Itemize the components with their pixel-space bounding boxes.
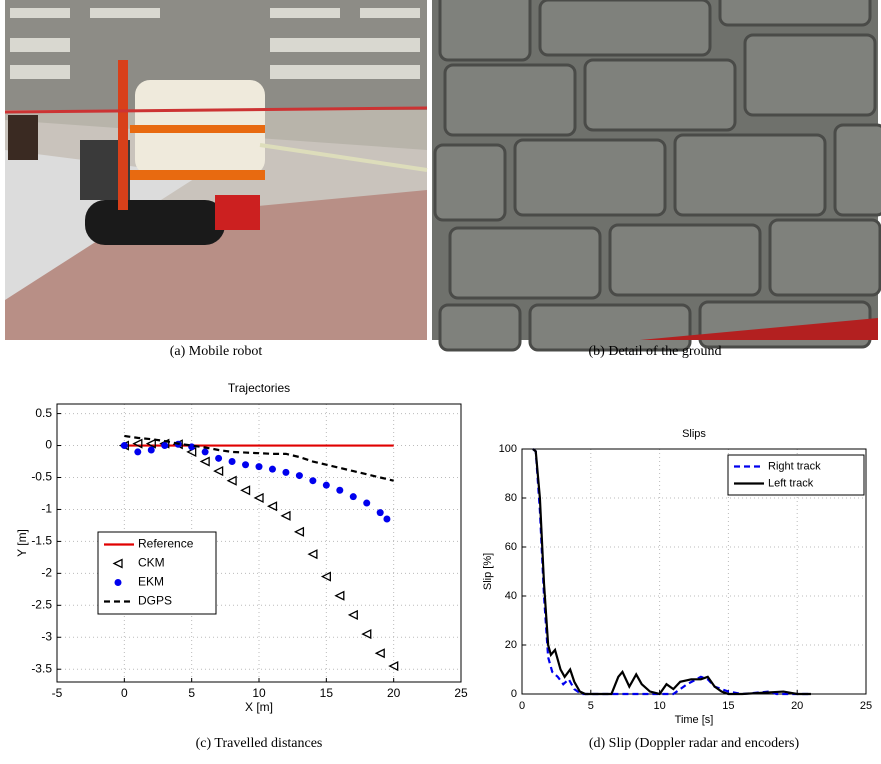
data-point	[242, 461, 249, 468]
y-tick-label: -0.5	[31, 470, 52, 484]
legend-symbol	[115, 579, 122, 586]
data-point	[229, 458, 236, 465]
x-tick-label: -5	[52, 686, 63, 700]
legend-label: Reference	[138, 537, 194, 551]
y-tick-label: 20	[505, 639, 517, 651]
caption: (d) Slip (Doppler radar and encoders)	[589, 736, 800, 751]
data-point	[282, 469, 289, 476]
y-tick-label: 100	[499, 443, 517, 455]
data-point	[323, 482, 330, 489]
y-tick-label: -1	[41, 502, 52, 516]
legend-label: Right track	[768, 460, 821, 472]
data-point	[269, 466, 276, 473]
chart-title: Trajectories	[228, 381, 290, 395]
data-point	[148, 447, 155, 454]
data-point	[309, 477, 316, 484]
x-tick-label: 10	[252, 686, 266, 700]
x-axis-label: X [m]	[245, 700, 273, 714]
x-tick-label: 20	[791, 700, 803, 712]
y-tick-label: 0.5	[35, 406, 52, 420]
caption: (c) Travelled distances	[196, 736, 323, 751]
x-tick-label: 25	[454, 686, 468, 700]
x-tick-label: 15	[320, 686, 334, 700]
data-point	[121, 442, 128, 449]
y-tick-label: -1.5	[31, 534, 52, 548]
data-point	[377, 509, 384, 516]
data-point	[134, 448, 141, 455]
x-tick-label: 15	[722, 700, 734, 712]
x-tick-label: 5	[588, 700, 594, 712]
x-tick-label: 20	[387, 686, 401, 700]
legend-label: Left track	[768, 477, 814, 489]
x-axis-label: Time [s]	[675, 714, 714, 726]
legend-label: DGPS	[138, 594, 172, 608]
y-tick-label: -2	[41, 566, 52, 580]
figure: (a) Mobile robot (b) Detail of the groun…	[0, 0, 881, 759]
y-tick-label: 40	[505, 590, 517, 602]
legend-label: CKM	[138, 556, 165, 570]
y-tick-label: 60	[505, 541, 517, 553]
legend-label: EKM	[138, 575, 164, 589]
data-point	[161, 442, 168, 449]
x-tick-label: 0	[519, 700, 525, 712]
data-point	[256, 463, 263, 470]
y-tick-label: -2.5	[31, 597, 52, 611]
data-point	[296, 472, 303, 479]
caption: (b) Detail of the ground	[589, 344, 722, 359]
caption: (a) Mobile robot	[170, 344, 263, 359]
y-tick-label: 0	[511, 688, 517, 700]
y-tick-label: 0	[45, 438, 52, 452]
y-tick-label: 80	[505, 492, 517, 504]
data-point	[350, 493, 357, 500]
y-tick-label: -3.5	[31, 661, 52, 675]
x-tick-label: 0	[121, 686, 128, 700]
x-tick-label: 10	[653, 700, 665, 712]
data-point	[383, 516, 390, 523]
y-tick-label: -3	[41, 629, 52, 643]
photo-robot	[5, 0, 427, 340]
data-point	[336, 487, 343, 494]
photo-ground	[432, 0, 881, 350]
data-point	[363, 500, 370, 507]
data-point	[202, 448, 209, 455]
chart-title: Slips	[682, 428, 706, 440]
x-tick-label: 5	[188, 686, 195, 700]
y-axis-label: Y [m]	[15, 529, 29, 557]
data-point	[215, 455, 222, 462]
x-tick-label: 25	[860, 700, 872, 712]
y-axis-label: Slip [%]	[482, 553, 494, 590]
